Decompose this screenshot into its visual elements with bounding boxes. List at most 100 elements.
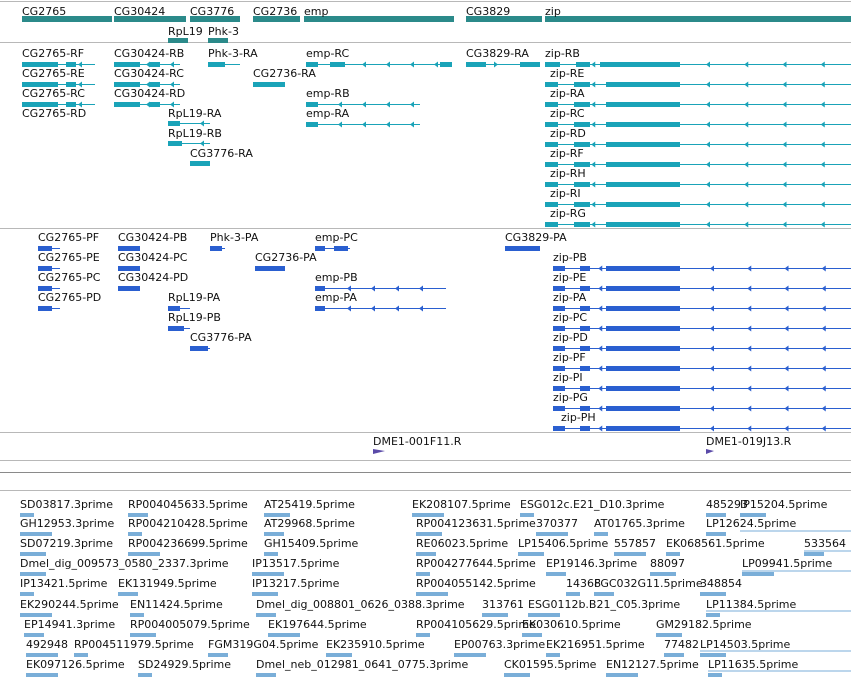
est-block[interactable]	[482, 613, 508, 617]
gene-label[interactable]: CG2736	[253, 5, 298, 18]
gene-bar[interactable]	[304, 16, 454, 22]
transcript-label[interactable]: CG2736-RA	[253, 67, 316, 80]
transcript-exon[interactable]	[114, 82, 140, 87]
transcript-label[interactable]: CG2765-RC	[22, 87, 85, 100]
est-label[interactable]: 370377	[536, 517, 578, 530]
protein-exon[interactable]	[315, 286, 325, 291]
transcript-exon[interactable]	[606, 102, 680, 107]
est-block[interactable]	[804, 552, 824, 556]
gene-bar[interactable]	[190, 16, 240, 22]
est-block[interactable]	[264, 552, 278, 556]
transcript-exon[interactable]	[574, 142, 590, 147]
est-label[interactable]: Dmel_neb_012981_0641_0775.3prime	[256, 658, 469, 671]
est-label[interactable]: 348854	[700, 577, 742, 590]
est-label[interactable]: 485293	[706, 498, 748, 511]
protein-exon[interactable]	[118, 266, 140, 271]
est-label[interactable]: LP14503.5prime	[700, 638, 791, 651]
est-label[interactable]: LP11384.5prime	[706, 598, 797, 611]
transcript-exon[interactable]	[306, 102, 318, 107]
protein-exon[interactable]	[580, 366, 590, 371]
protein-exon[interactable]	[606, 346, 680, 351]
transcript-exon[interactable]	[574, 202, 590, 207]
est-block[interactable]	[24, 633, 44, 637]
protein-exon[interactable]	[553, 266, 565, 271]
transcript-label[interactable]: zip-RA	[550, 87, 585, 100]
est-label[interactable]: 557857	[614, 537, 656, 550]
est-label[interactable]: IP13217.5prime	[252, 577, 340, 590]
transcript-exon[interactable]	[545, 142, 558, 147]
protein-label[interactable]: CG30424-PD	[118, 271, 189, 284]
est-label[interactable]: RP004045633.5prime	[128, 498, 248, 511]
transcript-exon[interactable]	[606, 222, 680, 227]
est-block[interactable]	[20, 592, 34, 596]
transcript-exon[interactable]	[545, 162, 558, 167]
transcript-exon[interactable]	[574, 122, 590, 127]
transcript-label[interactable]: RpL19-RB	[168, 127, 222, 140]
est-label[interactable]: AT25419.5prime	[264, 498, 355, 511]
protein-exon[interactable]	[553, 286, 565, 291]
est-label[interactable]: RP004210428.5prime	[128, 517, 248, 530]
protein-label[interactable]: emp-PC	[315, 231, 358, 244]
est-block[interactable]	[708, 673, 722, 677]
est-block[interactable]	[20, 613, 52, 617]
transcript-exon[interactable]	[574, 82, 590, 87]
transcript-label[interactable]: CG2765-RE	[22, 67, 85, 80]
transcript-exon[interactable]	[574, 102, 590, 107]
est-block[interactable]	[454, 653, 486, 657]
protein-exon[interactable]	[606, 386, 680, 391]
est-block[interactable]	[264, 532, 284, 536]
gene-label[interactable]: RpL19	[168, 25, 203, 38]
est-block[interactable]	[412, 513, 444, 517]
est-block[interactable]	[416, 592, 448, 596]
transcript-exon[interactable]	[66, 102, 76, 107]
est-block[interactable]	[416, 552, 436, 556]
protein-label[interactable]: CG2736-PA	[255, 251, 317, 264]
est-block[interactable]	[130, 613, 144, 617]
est-block[interactable]	[706, 613, 720, 617]
est-block[interactable]	[666, 552, 680, 556]
est-block[interactable]	[706, 532, 726, 536]
transcript-label[interactable]: zip-RG	[550, 207, 586, 220]
est-label[interactable]: 77482	[664, 638, 699, 651]
est-block[interactable]	[128, 532, 142, 536]
transcript-exon[interactable]	[66, 62, 76, 67]
protein-label[interactable]: CG2765-PC	[38, 271, 101, 284]
transcript-label[interactable]: zip-RE	[550, 67, 585, 80]
transcript-label[interactable]: CG30424-RC	[114, 67, 184, 80]
gene-label[interactable]: zip	[545, 5, 561, 18]
transcript-label[interactable]: CG2765-RF	[22, 47, 85, 60]
transcript-exon[interactable]	[576, 62, 590, 67]
est-label[interactable]: FGM319G04.5prime	[208, 638, 319, 651]
est-block[interactable]	[520, 513, 534, 517]
est-block[interactable]	[614, 552, 646, 556]
est-label[interactable]: RP004005079.5prime	[130, 618, 250, 631]
est-label[interactable]: 88097	[650, 557, 685, 570]
transcript-exon[interactable]	[545, 62, 560, 67]
est-label[interactable]: GM29182.5prime	[656, 618, 752, 631]
est-label[interactable]: ESG0112b.B21_C05.3prime	[528, 598, 681, 611]
est-block[interactable]	[128, 552, 160, 556]
est-label[interactable]: EP14941.3prime	[24, 618, 116, 631]
gene-bar[interactable]	[22, 16, 112, 22]
protein-exon[interactable]	[580, 426, 590, 431]
protein-exon[interactable]	[580, 306, 590, 311]
est-block[interactable]	[706, 513, 726, 517]
transcript-exon[interactable]	[545, 222, 558, 227]
transcript-exon[interactable]	[22, 102, 58, 107]
est-block[interactable]	[74, 653, 88, 657]
gene-bar[interactable]	[253, 16, 300, 22]
transcript-exon[interactable]	[168, 121, 180, 126]
protein-label[interactable]: CG2765-PE	[38, 251, 100, 264]
protein-label[interactable]: zip-PC	[553, 311, 588, 324]
transcript-exon[interactable]	[606, 202, 680, 207]
est-block[interactable]	[26, 653, 58, 657]
est-block[interactable]	[252, 572, 284, 576]
protein-exon[interactable]	[553, 426, 565, 431]
est-label[interactable]: 533564	[804, 537, 846, 550]
transcript-exon[interactable]	[520, 62, 540, 67]
protein-exon[interactable]	[580, 406, 590, 411]
transcript-label[interactable]: CG30424-RB	[114, 47, 185, 60]
est-block[interactable]	[700, 592, 726, 596]
protein-label[interactable]: zip-PG	[553, 391, 588, 404]
est-label[interactable]: EK068561.5prime	[666, 537, 765, 550]
